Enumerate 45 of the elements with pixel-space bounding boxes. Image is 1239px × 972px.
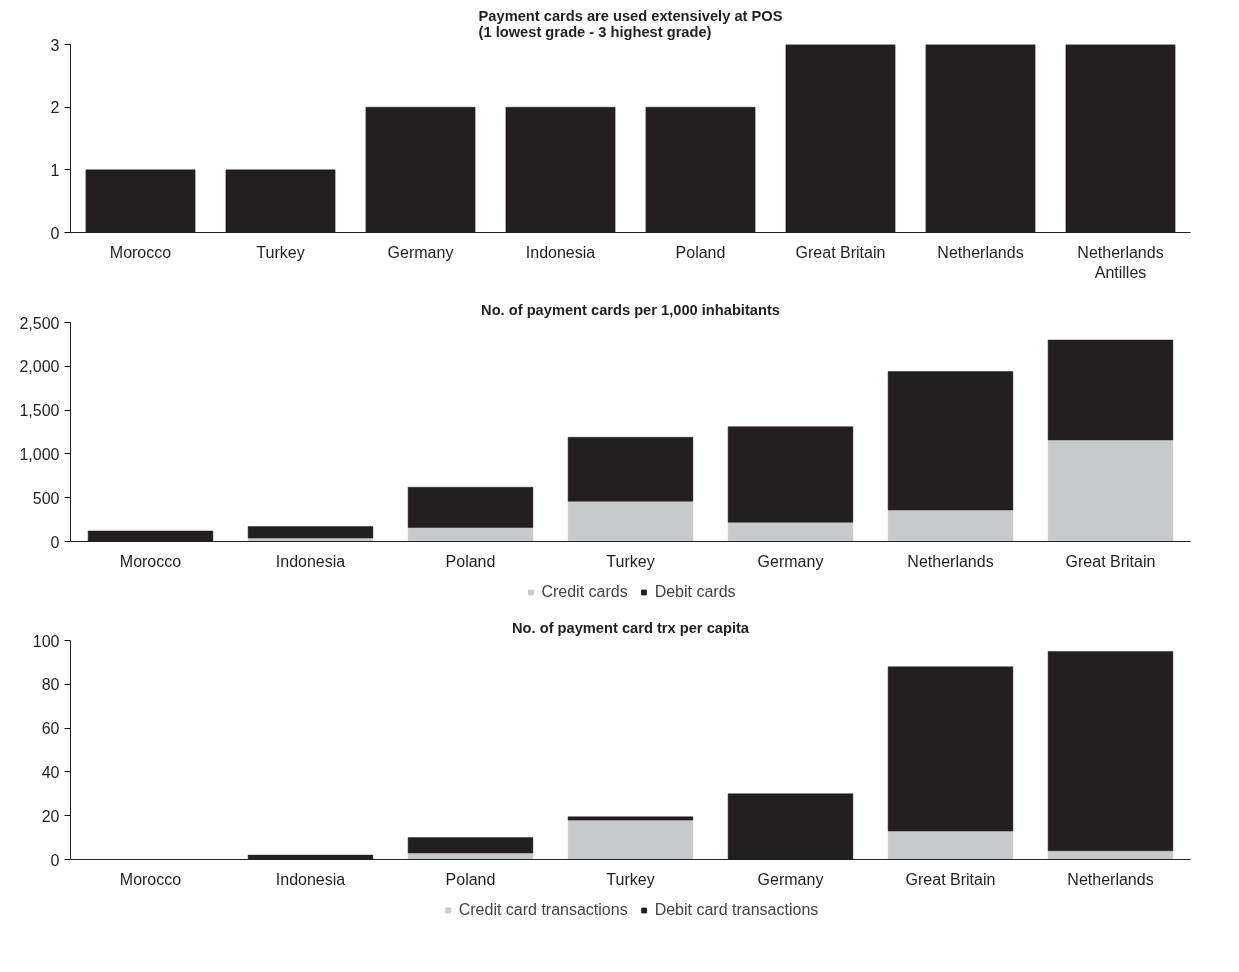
- x-tick-label: Turkey: [606, 870, 655, 888]
- y-tick-label: 40: [41, 763, 60, 781]
- x-tick-label: Germany: [387, 243, 454, 261]
- y-tick-label: 500: [32, 489, 60, 507]
- x-tick-label: Turkey: [256, 243, 305, 261]
- y-tick-label: 0: [50, 224, 60, 242]
- legend-label: Debit cards: [654, 583, 736, 601]
- x-tick-label: Netherlands: [1067, 870, 1154, 888]
- x-tick-label: Indonesia: [525, 243, 596, 261]
- chart-title: Payment cards are used extensively at POS (1 lowest grade - 3 highest grade): [478, 7, 783, 40]
- y-tick-label: 2: [50, 99, 60, 117]
- y-tick-label: 2,000: [19, 358, 60, 376]
- chart-title: No. of payment card trx per capita: [512, 619, 750, 636]
- x-tick-label: Morocco: [119, 552, 182, 570]
- legend-label: Credit cards: [541, 583, 628, 601]
- chart-title: No. of payment cards per 1,000 inhabitants: [481, 301, 780, 318]
- y-tick-label: 60: [41, 720, 60, 738]
- x-tick-label: Turkey: [606, 552, 655, 570]
- legend-label: Debit card transactions: [654, 901, 819, 919]
- x-tick-label: Germany: [757, 870, 824, 888]
- y-tick-label: 2,500: [19, 314, 60, 332]
- x-tick-label: Indonesia: [275, 870, 346, 888]
- y-tick-label: 1,500: [19, 402, 60, 420]
- x-tick-label: Morocco: [109, 243, 172, 261]
- y-tick-label: 80: [41, 676, 60, 694]
- x-tick-label: Great Britain: [795, 243, 886, 261]
- x-tick-label: Netherlands: [907, 552, 994, 570]
- x-tick-label: Netherlands Antilles: [1077, 243, 1164, 281]
- y-tick-label: 100: [32, 632, 60, 650]
- y-tick-label: 0: [50, 851, 60, 869]
- y-tick-label: 3: [50, 36, 60, 54]
- x-tick-label: Great Britain: [1065, 552, 1156, 570]
- x-tick-label: Netherlands: [937, 243, 1024, 261]
- y-tick-label: 1: [50, 161, 60, 179]
- x-tick-label: Poland: [445, 870, 496, 888]
- y-tick-label: 1,000: [19, 445, 60, 463]
- x-tick-label: Morocco: [119, 870, 182, 888]
- x-tick-label: Poland: [675, 243, 726, 261]
- x-tick-label: Poland: [445, 552, 496, 570]
- x-tick-label: Germany: [757, 552, 824, 570]
- x-tick-label: Indonesia: [275, 552, 346, 570]
- y-tick-label: 20: [41, 807, 60, 825]
- y-tick-label: 0: [50, 533, 60, 551]
- legend-label: Credit card transactions: [458, 901, 628, 919]
- x-tick-label: Great Britain: [905, 870, 996, 888]
